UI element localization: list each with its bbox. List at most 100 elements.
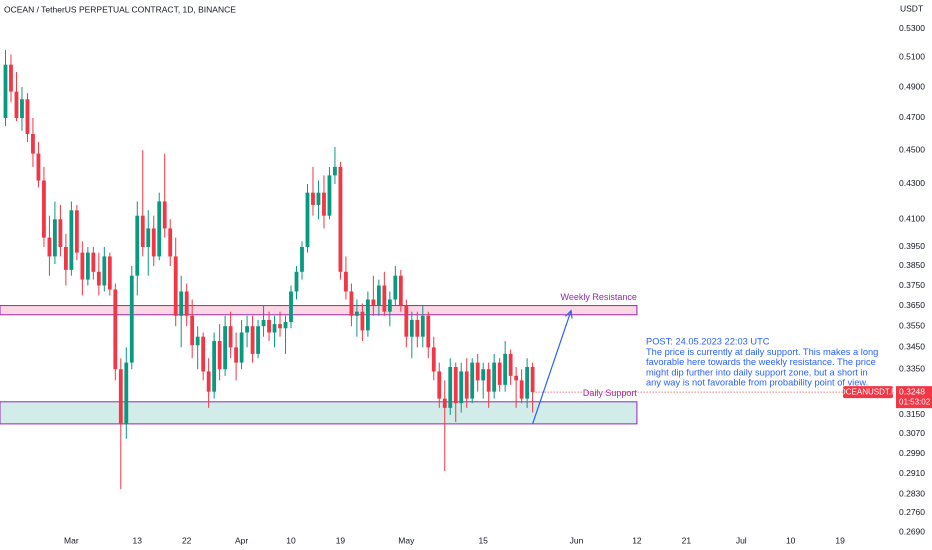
candle-body [387,299,392,312]
candle-body [118,369,123,425]
candle-body [25,99,30,134]
candle-body [261,319,266,327]
arrow-head [565,309,573,319]
candle-body [492,362,497,392]
y-tick-label: 0.3550 [899,320,925,330]
y-tick-label: 0.2760 [899,507,925,517]
candle-body [294,271,299,292]
candle-body [415,319,420,337]
x-tick-label: 21 [682,535,692,545]
post-line: POST: 24.05.2023 22:03 UTC [646,336,770,346]
y-tick-label: 0.4500 [899,144,925,154]
candle-body [272,324,277,333]
candle-body [234,347,239,363]
candle-body [267,319,271,333]
y-tick-label: 0.2690 [899,526,925,536]
y-tick-label: 0.4300 [899,178,925,188]
y-tick-label: 0.2910 [899,468,925,478]
candle-body [393,275,398,300]
candle-body [431,347,436,372]
candle-body [404,305,409,337]
candle-body [173,256,178,316]
candle-body [162,201,167,229]
candle-body [36,153,41,181]
x-tick-label: 19 [336,535,346,545]
candle-body [420,315,425,337]
x-tick-label: 10 [286,535,296,545]
candle-body [53,219,57,257]
candle-body [31,133,35,154]
candle-body [256,326,260,354]
candle-body [47,237,52,257]
candle-body [426,315,431,348]
candle-body [80,252,85,280]
x-tick-label: 13 [133,535,143,545]
candle-body [151,228,156,257]
candle-body [135,215,140,276]
y-tick-label: 0.4900 [899,81,925,91]
candle-body [168,228,173,257]
symbol-tag: OCEANUSDT.P [840,387,897,396]
candle-body [486,369,491,392]
candle-body [223,326,228,370]
candle-body [497,362,502,385]
zone-label: Weekly Resistance [561,292,637,302]
zone [0,305,638,316]
candle-body [245,326,249,333]
candle-body [195,336,200,346]
y-tick-label: 0.4700 [899,112,925,122]
x-tick-label: 12 [632,535,642,545]
candle-body [382,285,387,312]
y-tick-label: 0.3750 [899,280,925,290]
candle-body [464,371,469,399]
candle-body [250,326,255,354]
x-tick-label: Jun [570,535,584,545]
post-line: any way is not favorable from probabilit… [646,378,868,388]
y-tick-label: 0.3450 [899,342,925,352]
candle-body [448,366,453,408]
candle-body [514,375,519,381]
candle-body [58,219,63,247]
candle-body [190,315,195,346]
candle-body [459,371,464,404]
candle-body [311,192,315,205]
candle-body [85,252,90,280]
candle-body [63,246,68,270]
arrow [532,310,572,425]
x-tick-label: 10 [786,535,796,545]
candle-body [113,289,118,370]
candle-body [129,275,134,363]
countdown: 01:53:02 [899,397,931,406]
candle-body [338,166,343,272]
candle-body [146,228,151,247]
post-line: might dip further into daily support zon… [646,367,868,377]
candle-body [508,353,513,376]
y-tick-label: 0.5300 [899,23,925,33]
y-tick-label: 0.3150 [899,409,925,419]
candle-body [9,64,13,92]
candle-body [355,311,359,316]
candle-body [91,252,96,272]
post-line: favorable here towards the weekly resist… [646,357,876,367]
x-tick-label: Jul [736,535,747,545]
candle-body [69,210,74,270]
candle-body [530,366,535,393]
candle-body [333,166,337,176]
x-tick-label: 19 [835,535,845,545]
x-tick-label: 22 [182,535,192,545]
candle-body [20,99,24,118]
candle-body [124,362,129,425]
y-tick-label: 0.4100 [899,214,925,224]
chart-title: OCEAN / TetherUS PERPETUAL CONTRACT, 1D,… [4,4,236,14]
y-tick-label: 0.2990 [899,448,925,458]
zone-label: Daily Support [583,388,638,398]
candle-body [519,380,524,399]
x-tick-label: Apr [235,535,248,545]
zone [0,401,638,425]
candle-body [453,366,458,404]
candle-body [42,180,46,238]
candle-body [179,291,184,316]
x-tick-label: Mar [64,535,79,545]
candle-body [371,299,376,306]
candle-body [360,311,365,331]
